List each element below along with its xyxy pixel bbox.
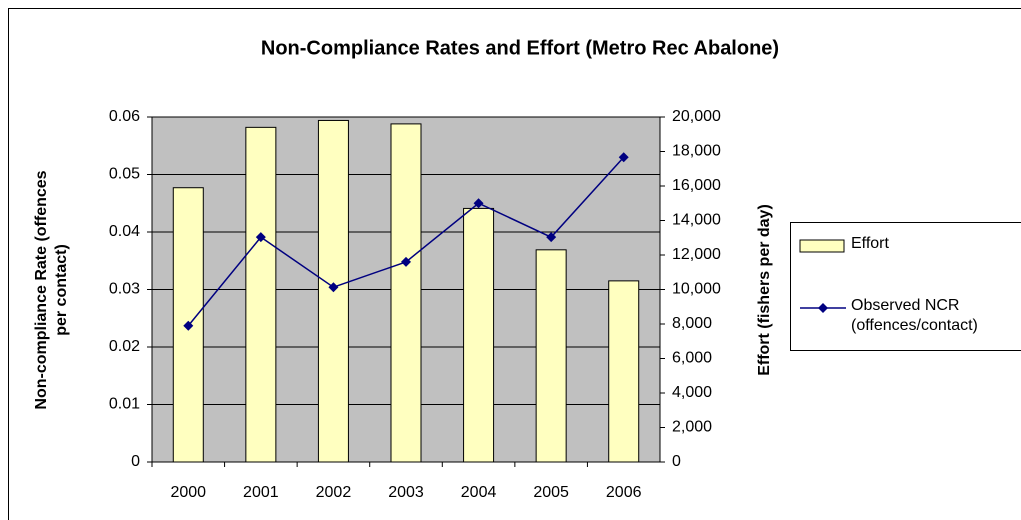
y2-tick-label: 16,000	[672, 177, 721, 194]
x-tick-label: 2002	[316, 484, 352, 501]
y2-tick-label: 6,000	[672, 350, 712, 367]
y-tick-label: 0.05	[109, 166, 140, 183]
y2-tick-label: 0	[672, 453, 681, 470]
y-tick-label: 0	[131, 453, 140, 470]
legend-marker	[818, 303, 828, 313]
x-tick-label: 2006	[606, 484, 642, 501]
marker	[183, 320, 194, 331]
y-axis-title: Non-compliance Rate (offences per contac…	[33, 170, 70, 410]
legend-label: Effort	[851, 235, 889, 252]
x-tick-label: 2003	[388, 484, 424, 501]
marker	[401, 256, 411, 267]
y2-tick-label: 2,000	[672, 419, 712, 436]
y-tick-label: 0.02	[109, 338, 140, 355]
legend-swatch	[799, 239, 845, 253]
marker	[255, 232, 266, 243]
y2-tick-label: 12,000	[672, 246, 721, 263]
marker	[473, 198, 484, 209]
bar	[535, 249, 567, 463]
y-tick-label: 0.03	[109, 281, 140, 298]
y2-tick-label: 20,000	[672, 108, 721, 125]
bar	[608, 280, 640, 463]
x-tick-label: 2005	[533, 484, 569, 501]
bar	[245, 126, 277, 463]
y2-tick-label: 10,000	[672, 281, 721, 298]
marker	[546, 232, 557, 243]
y2-tick-label: 4,000	[672, 384, 712, 401]
marker	[328, 282, 339, 293]
x-tick-label: 2001	[243, 484, 279, 501]
y-tick-label: 0.06	[109, 108, 140, 125]
y-tick-label: 0.01	[109, 396, 140, 413]
marker	[618, 152, 629, 163]
legend-label: Observed NCR (offences/contact)	[851, 297, 978, 334]
y2-axis-title: Effort (fishers per day)	[756, 204, 773, 376]
bar	[390, 123, 422, 463]
bar	[463, 207, 495, 463]
y2-tick-label: 18,000	[672, 143, 721, 160]
chart-title: Non-Compliance Rates and Effort (Metro R…	[261, 37, 779, 59]
x-tick-label: 2004	[461, 484, 497, 501]
x-tick-label: 2000	[170, 484, 206, 501]
y-tick-label: 0.04	[109, 223, 140, 240]
y2-tick-label: 14,000	[672, 212, 721, 229]
y2-tick-label: 8,000	[672, 315, 712, 332]
